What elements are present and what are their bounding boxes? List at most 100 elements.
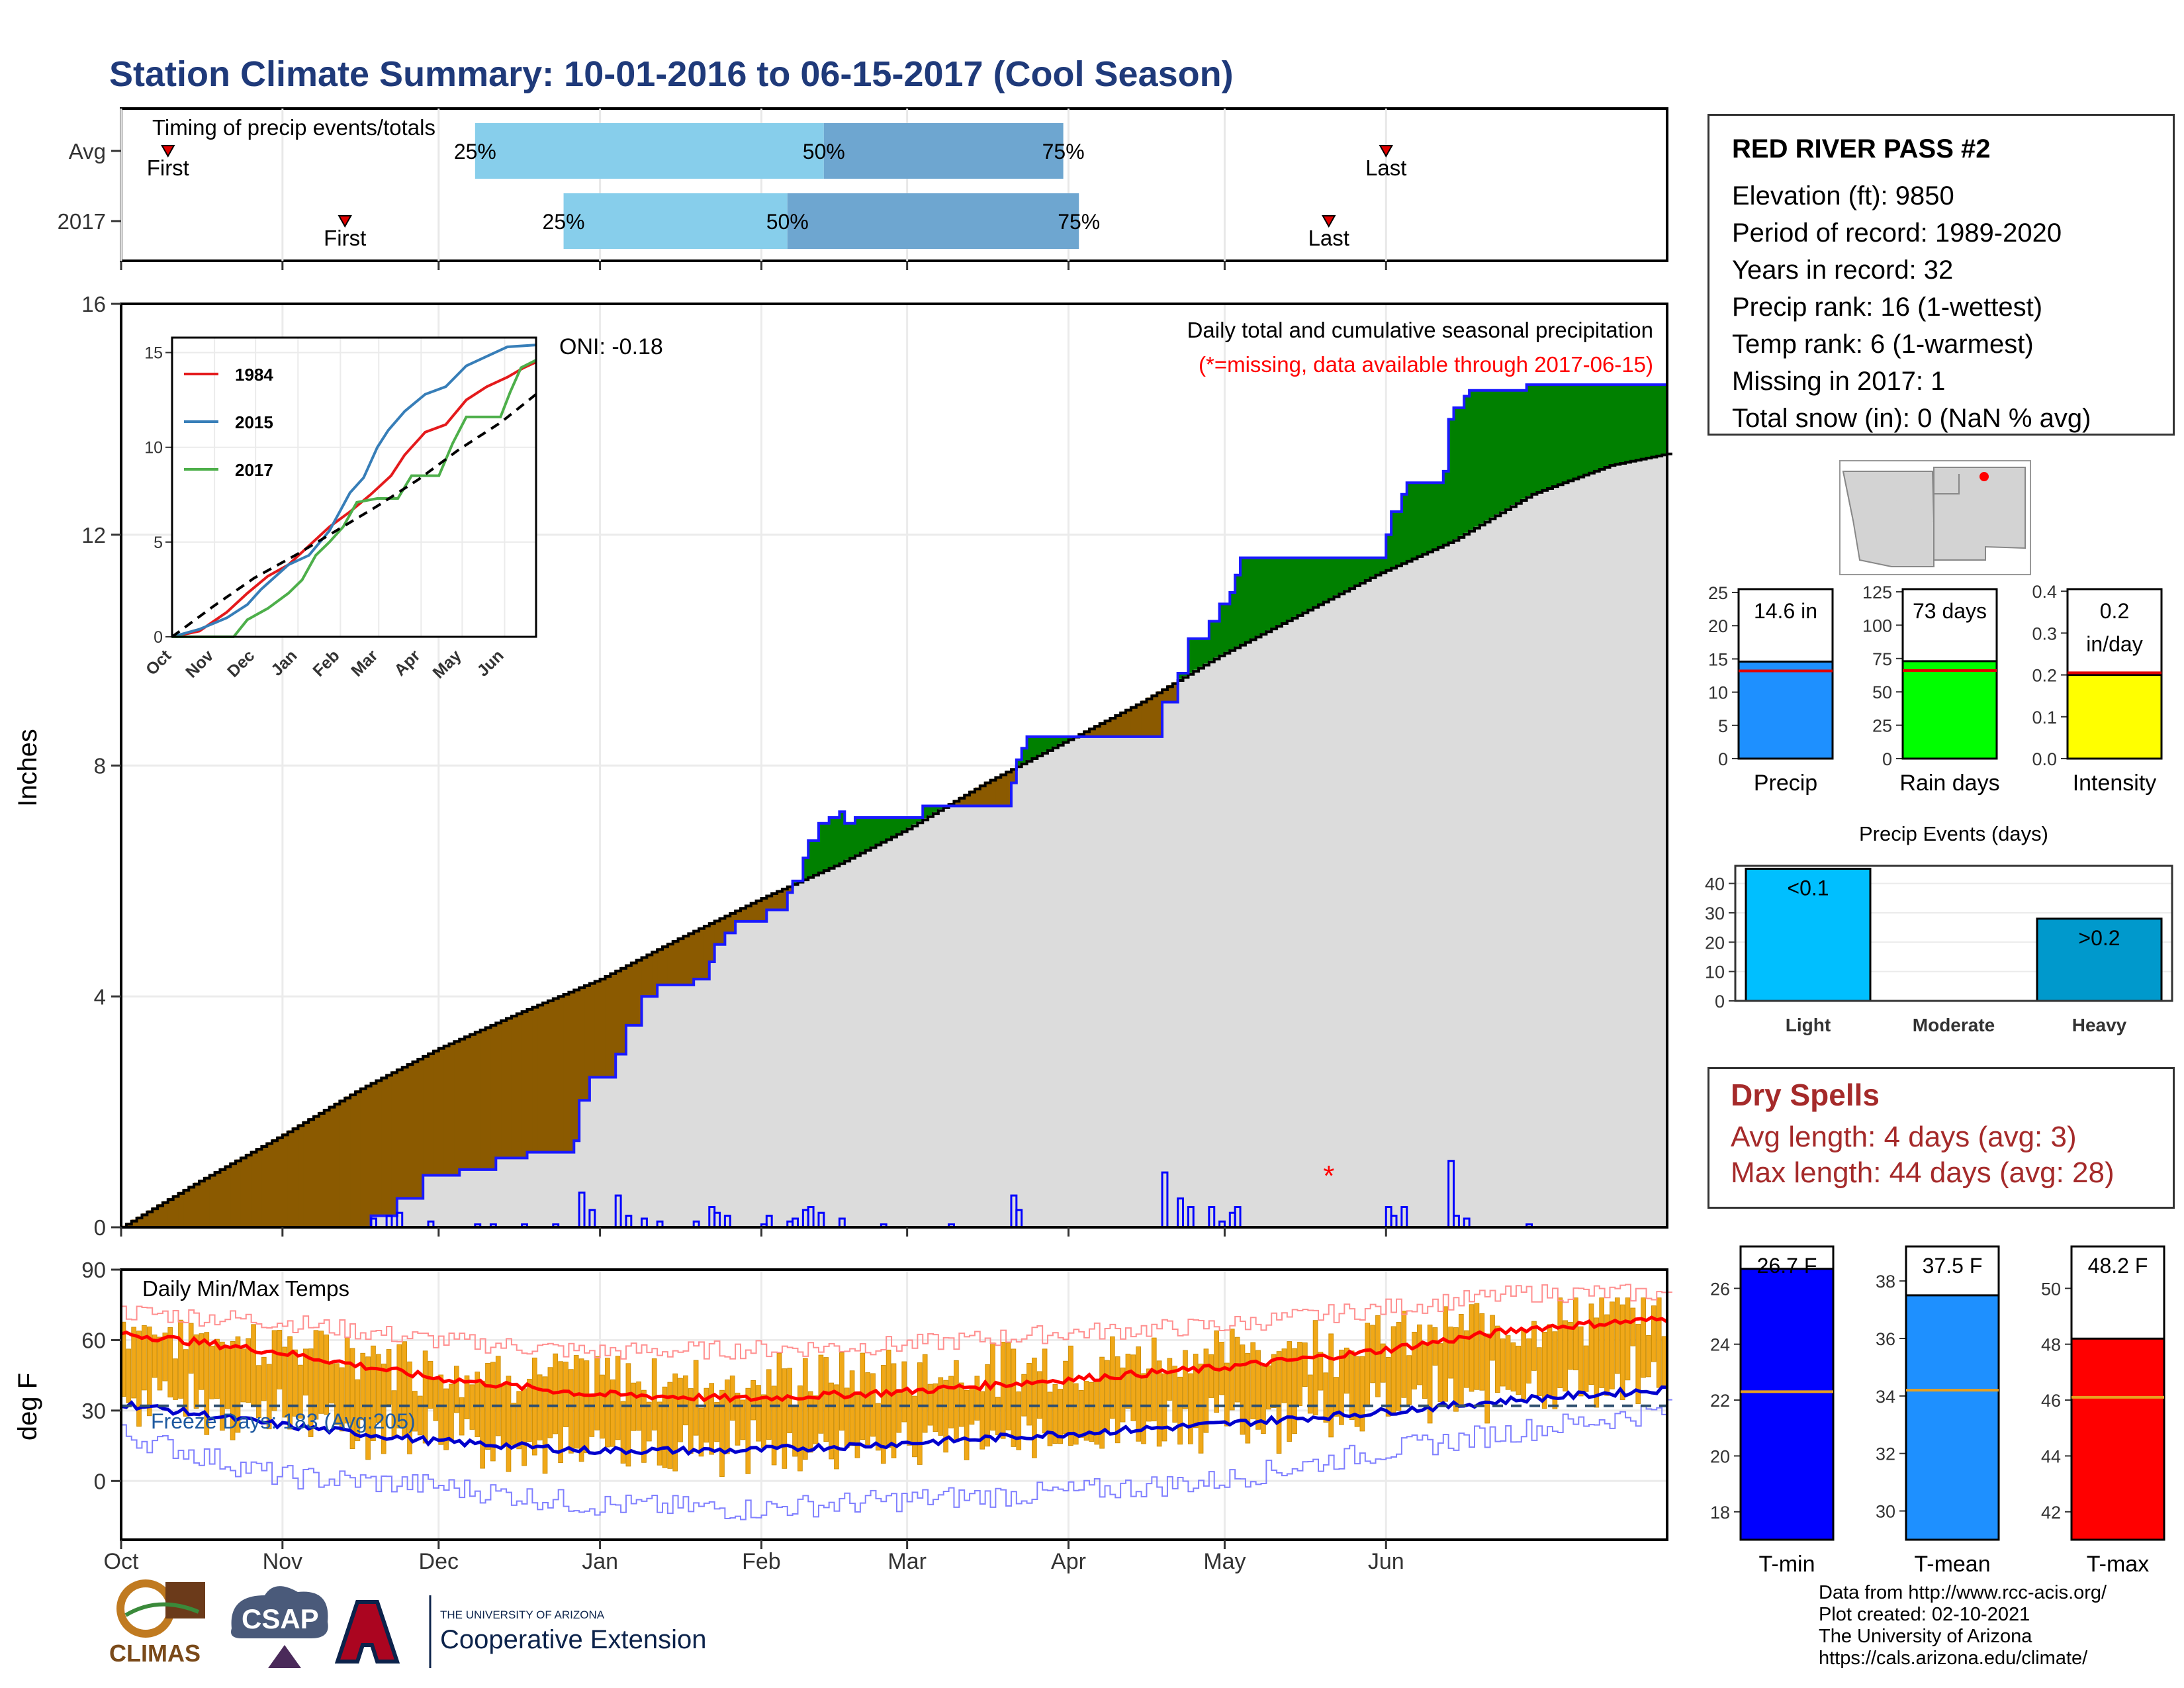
precip-climo-fill — [1323, 600, 1330, 1227]
temp-record-max-line — [121, 1284, 1672, 1360]
timing-first-label: First — [324, 226, 366, 250]
precip-climo-fill — [1521, 498, 1527, 1227]
temp-daily-bar — [495, 1356, 501, 1436]
temp-daily-bar — [807, 1391, 813, 1453]
precip-deficit-fill — [625, 964, 632, 1025]
precip-surplus-fill — [1370, 557, 1377, 577]
precip-climo-fill — [465, 1169, 471, 1227]
precip-climo-fill — [1422, 553, 1428, 1227]
precip-surplus-fill — [1313, 557, 1319, 606]
precip-climo-fill — [1021, 763, 1028, 1227]
precip-climo-fill — [547, 1152, 554, 1227]
temp-daily-bar — [1032, 1357, 1037, 1458]
temp-daily-bar — [1078, 1390, 1084, 1438]
events-tick-label: 10 — [1705, 962, 1725, 982]
precip-climo-fill — [469, 1169, 476, 1227]
precip-climo-fill — [1537, 491, 1543, 1227]
precip-climo-fill — [1401, 562, 1408, 1227]
temp-daily-bar — [224, 1348, 230, 1409]
temp-daily-bar — [589, 1393, 595, 1437]
precip-deficit-fill — [683, 935, 689, 985]
precip-climo-fill — [1136, 736, 1142, 1227]
temp-daily-bar — [683, 1375, 688, 1426]
precip-climo-fill — [1026, 760, 1033, 1227]
precip-surplus-fill — [1651, 385, 1657, 457]
temp-daily-bar — [948, 1376, 954, 1429]
temp-daily-bar — [651, 1358, 657, 1430]
precip-climo-fill — [865, 849, 872, 1227]
temp-bar-tick-label: 18 — [1710, 1503, 1730, 1523]
precip-climo-fill — [990, 806, 996, 1227]
precip-climo-fill — [782, 910, 788, 1227]
precip-deficit-fill — [543, 1002, 549, 1152]
temp-daily-bar — [298, 1364, 303, 1419]
temp-daily-bar — [547, 1367, 553, 1438]
temp-bar-tick-label: 48 — [2041, 1335, 2061, 1355]
temp-bar-tick-label: 38 — [1876, 1272, 1895, 1291]
precip-climo-fill — [740, 921, 747, 1227]
precip-surplus-fill — [1537, 385, 1543, 492]
precip-ylabel: Inches — [13, 729, 42, 807]
temp-daily-bar — [1016, 1391, 1022, 1450]
temp-daily-bar — [173, 1358, 178, 1400]
precip-surplus-fill — [1500, 390, 1506, 512]
precip-deficit-fill — [553, 997, 559, 1152]
precip-deficit-fill — [985, 781, 991, 806]
precip-climo-fill — [371, 1215, 377, 1227]
small-bar-tick-label: 25 — [1708, 583, 1728, 603]
temp-daily-bar — [1203, 1348, 1209, 1433]
temp-daily-bar — [1297, 1342, 1302, 1406]
temp-daily-bar — [1323, 1372, 1329, 1423]
month-tick-label: Mar — [887, 1549, 927, 1574]
temp-daily-bar — [193, 1334, 199, 1409]
temp-daily-bar — [1443, 1306, 1449, 1402]
precip-deficit-fill — [751, 902, 757, 921]
temp-daily-bar — [142, 1325, 147, 1391]
temp-daily-bar — [714, 1401, 719, 1442]
temp-daily-bar — [917, 1362, 923, 1465]
precip-climo-fill — [719, 944, 725, 1227]
precip-chart: * 0 4 8 12 16 Inches ONI: -0.18 Daily total … — [13, 292, 1672, 1240]
temp-bar-value-label: 48.2 F — [2088, 1254, 2148, 1278]
precip-deficit-fill — [167, 1197, 174, 1227]
precip-climo-fill — [1130, 736, 1137, 1227]
precip-deficit-fill — [433, 1049, 439, 1176]
precip-climo-fill — [1349, 587, 1355, 1227]
precip-deficit-fill — [1136, 703, 1142, 737]
precip-y-tick-label: 8 — [94, 754, 106, 778]
precip-climo-fill — [1484, 520, 1491, 1227]
precip-surplus-fill — [917, 817, 923, 821]
temp-daily-bar — [1396, 1322, 1402, 1411]
events-bar-label: >0.2 — [2078, 926, 2120, 950]
precip-deficit-fill — [246, 1153, 252, 1227]
precip-deficit-fill — [719, 917, 725, 945]
precip-climo-fill — [1391, 567, 1397, 1227]
precip-climo-fill — [876, 843, 882, 1227]
temp-daily-bar — [1146, 1368, 1152, 1422]
precip-deficit-fill — [423, 1055, 429, 1176]
precip-deficit-fill — [970, 790, 976, 806]
temp-daily-bar — [1058, 1389, 1064, 1444]
precip-note-title: Daily total and cumulative seasonal prec… — [1187, 318, 1653, 342]
temp-bar-value-label: 26.7 F — [1757, 1254, 1817, 1278]
ua-small-text: THE UNIVERSITY OF ARIZONA — [440, 1609, 605, 1621]
temp-daily-bar — [1281, 1348, 1287, 1403]
precip-climo-fill — [683, 984, 689, 1227]
precip-deficit-fill — [318, 1111, 325, 1227]
temp-daily-bar — [834, 1384, 839, 1470]
precip-climo-fill — [501, 1158, 507, 1227]
precip-deficit-fill — [1152, 694, 1158, 737]
precip-climo-fill — [1396, 565, 1402, 1227]
precip-climo-fill — [1250, 638, 1257, 1227]
precip-climo-fill — [834, 865, 841, 1227]
precip-deficit-fill — [162, 1201, 169, 1227]
precip-surplus-fill — [1318, 557, 1324, 604]
precip-climo-fill — [881, 841, 887, 1227]
timing-first-marker — [161, 145, 175, 158]
credits: Data from http://www.rcc-acis.org/ Plot … — [1819, 1582, 2107, 1669]
precip-surplus-fill — [1620, 385, 1626, 463]
timing-pct-label: 50% — [803, 140, 845, 164]
temp-bar-tick-label: 30 — [1876, 1502, 1895, 1522]
temp-chart: 0 30 60 90 deg F Daily Min/Max Temps Freeze… — [13, 1258, 1672, 1541]
